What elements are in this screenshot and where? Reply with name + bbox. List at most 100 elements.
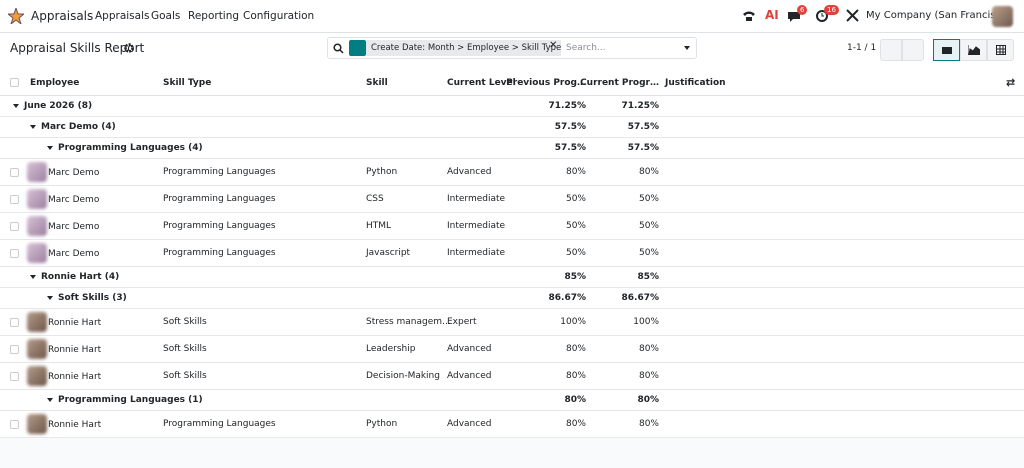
gear-icon[interactable] (124, 43, 134, 53)
group-row[interactable]: Programming Languages (4) 57.5% 57.5% (0, 138, 1024, 159)
chat-icon[interactable] (787, 9, 801, 23)
record-row[interactable]: Ronnie Hart Soft Skills Decision-Making Adv… (0, 363, 1024, 390)
graph-view[interactable] (960, 39, 987, 61)
checkbox[interactable] (10, 420, 19, 429)
caret (30, 125, 36, 129)
previous-progress: 80% (565, 344, 586, 354)
skill-type: Programming Languages (163, 248, 276, 258)
avatar (27, 243, 47, 263)
skill-type: Soft Skills (163, 344, 207, 354)
activity-icon[interactable] (815, 9, 829, 23)
table-header: Employee Skill Type Skill Current Level Prev… (0, 70, 1024, 96)
previous-progress: 50% (565, 221, 586, 231)
checkbox[interactable] (10, 78, 19, 87)
menu-item[interactable]: Goals (151, 10, 181, 22)
checkbox[interactable] (10, 345, 19, 354)
avatar (27, 414, 47, 434)
menu-item[interactable]: Reporting (188, 10, 240, 22)
avatar (27, 339, 47, 359)
group-label: Marc Demo (4) (41, 122, 116, 132)
group-row[interactable]: June 2026 (8) 71.25% 71.25% (0, 96, 1024, 117)
search-icon[interactable] (333, 43, 344, 54)
app-name[interactable]: Appraisals (31, 9, 94, 23)
group-previous: 80% (564, 395, 586, 405)
column-header[interactable]: Current Progr… (580, 78, 659, 88)
checkbox[interactable] (10, 195, 19, 204)
avatar (27, 216, 47, 236)
current-progress: 80% (638, 167, 659, 177)
group-label: Soft Skills (3) (58, 293, 127, 303)
skill: Python (366, 419, 398, 429)
facet-remove[interactable]: ✕ (549, 40, 558, 51)
group-row[interactable]: Ronnie Hart (4) 85% 85% (0, 267, 1024, 288)
column-header[interactable]: Previous Prog… (506, 78, 586, 88)
group-row[interactable]: Programming Languages (1) 80% 80% (0, 390, 1024, 411)
pager-prev[interactable] (880, 39, 902, 61)
column-header[interactable]: Current Level (447, 78, 516, 88)
checkbox[interactable] (10, 318, 19, 327)
skill-type: Programming Languages (163, 419, 276, 429)
record-row[interactable]: Ronnie Hart Programming Languages Python Ad… (0, 411, 1024, 438)
record-row[interactable]: Marc Demo Programming Languages HTML Interm… (0, 213, 1024, 240)
group-previous: 85% (564, 272, 586, 282)
current-progress: 50% (638, 194, 659, 204)
phone-icon[interactable] (742, 9, 756, 23)
badge: 16 (824, 5, 839, 15)
group-label: Programming Languages (1) (58, 395, 203, 405)
skill-level: Intermediate (447, 194, 506, 204)
skill: CSS (366, 194, 384, 204)
ai-icon[interactable]: AI (765, 8, 779, 22)
skill-type: Soft Skills (163, 317, 207, 327)
employee: Marc Demo (48, 249, 100, 259)
group-current: 71.25% (621, 101, 660, 111)
skill-level: Advanced (447, 344, 492, 354)
group-row[interactable]: Marc Demo (4) 57.5% 57.5% (0, 117, 1024, 138)
company[interactable]: My Company (San Francisco) (866, 10, 1011, 21)
record-row[interactable]: Ronnie Hart Soft Skills Leadership Advanced… (0, 336, 1024, 363)
group-previous: 57.5% (554, 122, 586, 132)
caret (47, 146, 53, 150)
group-current: 86.67% (621, 293, 660, 303)
checkbox[interactable] (10, 372, 19, 381)
avatar (27, 189, 47, 209)
employee: Marc Demo (48, 222, 100, 232)
column-header[interactable]: Employee (30, 78, 80, 88)
search-input[interactable]: Search... (566, 43, 606, 53)
app-logo[interactable] (8, 8, 24, 24)
facet[interactable] (366, 40, 561, 56)
pivot-view[interactable] (987, 39, 1014, 61)
search-box[interactable]: Create Date: Month > Employee > Skill Ty… (327, 37, 697, 59)
current-progress: 80% (638, 371, 659, 381)
optional-columns[interactable]: ⇄ (1006, 76, 1016, 89)
skill-type: Programming Languages (163, 194, 276, 204)
skill-type: Programming Languages (163, 167, 276, 177)
menu-item[interactable]: Configuration (243, 10, 315, 22)
caret (47, 296, 53, 300)
avatar (27, 162, 47, 182)
dropdown-toggle[interactable] (684, 46, 690, 50)
skill-level: Intermediate (447, 248, 506, 258)
tools-icon[interactable] (846, 9, 859, 22)
user-avatar[interactable] (992, 6, 1013, 27)
column-header[interactable]: Skill (366, 78, 388, 88)
record-row[interactable]: Marc Demo Programming Languages Javascript… (0, 240, 1024, 267)
checkbox[interactable] (10, 168, 19, 177)
record-row[interactable]: Marc Demo Programming Languages Python Adva… (0, 159, 1024, 186)
list-view[interactable] (933, 39, 960, 61)
record-row[interactable]: Ronnie Hart Soft Skills Stress managem… Exp… (0, 309, 1024, 336)
checkbox[interactable] (10, 222, 19, 231)
record-row[interactable]: Marc Demo Programming Languages CSS Interme… (0, 186, 1024, 213)
pager-next[interactable] (902, 39, 924, 61)
badge: 6 (797, 5, 808, 15)
group-current: 57.5% (627, 143, 659, 153)
group-row[interactable]: Soft Skills (3) 86.67% 86.67% (0, 288, 1024, 309)
checkbox[interactable] (10, 249, 19, 258)
column-header[interactable]: Justification (665, 78, 726, 88)
previous-progress: 50% (565, 194, 586, 204)
caret (47, 398, 53, 402)
column-header[interactable]: Skill Type (163, 78, 212, 88)
group-label: Ronnie Hart (4) (41, 272, 120, 282)
menu-item[interactable]: Appraisals (95, 10, 150, 22)
previous-progress: 80% (565, 167, 586, 177)
skill: Leadership (366, 344, 416, 354)
